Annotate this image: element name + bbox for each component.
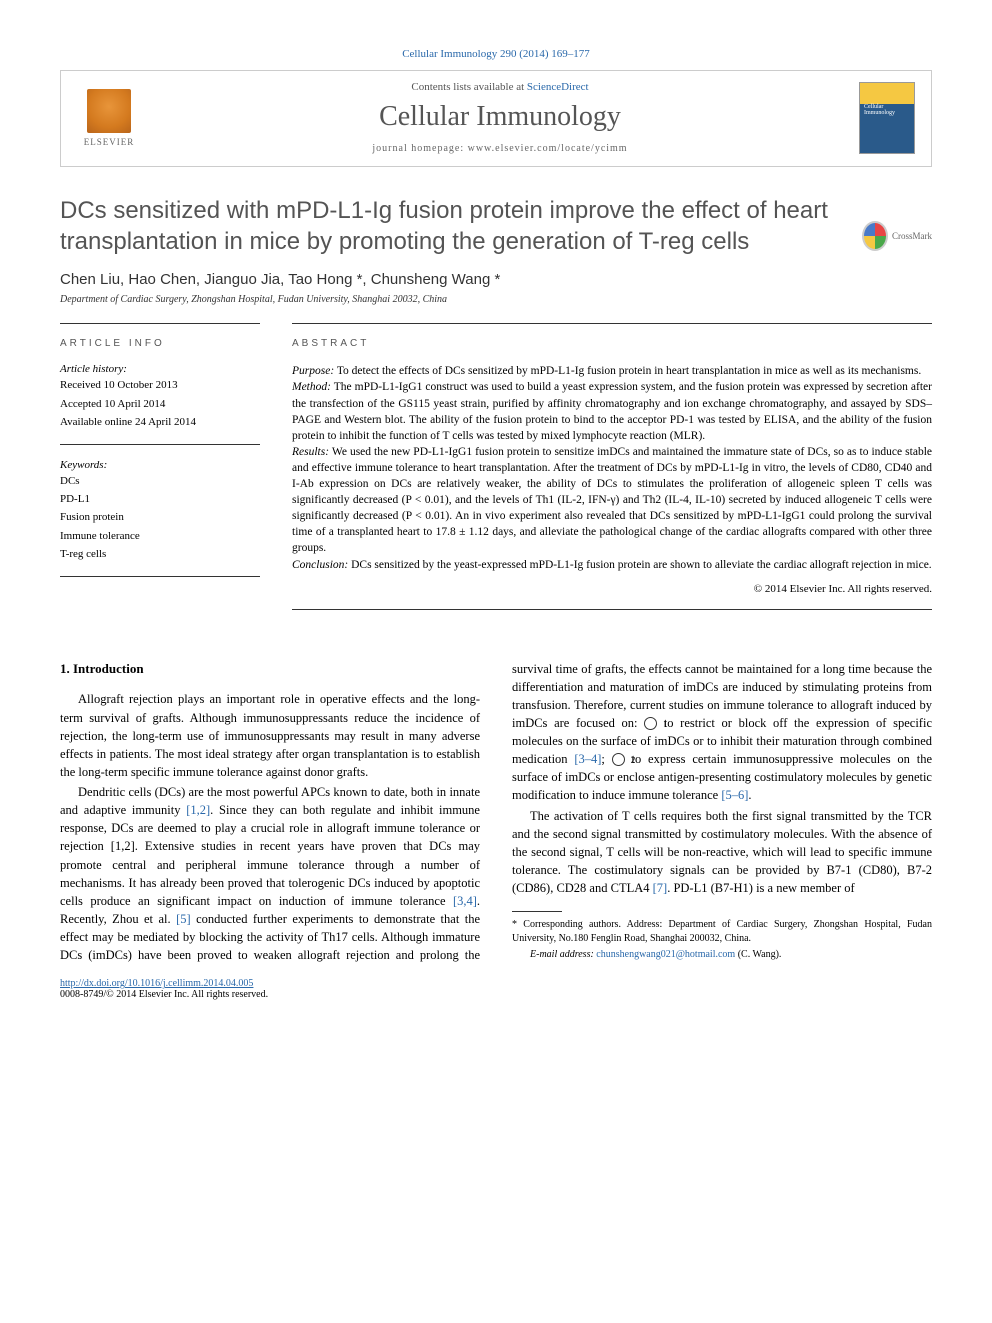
circled-number-icon: 1 (644, 717, 657, 730)
method-text: The mPD-L1-IgG1 construct was used to bu… (292, 381, 932, 441)
circled-number-icon: 2 (612, 753, 625, 766)
corresponding-author-footnote: * Corresponding authors. Address: Depart… (512, 918, 932, 946)
keywords-label: Keywords: (60, 459, 260, 471)
authors-list: Chen Liu, Hao Chen, Jianguo Jia, Tao Hon… (60, 271, 932, 288)
abstract-column: ABSTRACT Purpose: To detect the effects … (292, 323, 932, 609)
keyword: DCs (60, 474, 260, 489)
received-date: Received 10 October 2013 (60, 378, 260, 393)
page-footer: http://dx.doi.org/10.1016/j.cellimm.2014… (60, 978, 932, 1000)
abstract-heading: ABSTRACT (292, 338, 932, 349)
keyword: T-reg cells (60, 547, 260, 562)
article-info-column: ARTICLE INFO Article history: Received 1… (60, 323, 260, 609)
email-link[interactable]: chunshengwang021@hotmail.com (596, 949, 735, 960)
keyword: PD-L1 (60, 492, 260, 507)
method-label: Method: (292, 381, 331, 393)
keyword: Fusion protein (60, 510, 260, 525)
journal-homepage: journal homepage: www.elsevier.com/locat… (157, 143, 843, 154)
article-title: DCs sensitized with mPD-L1-Ig fusion pro… (60, 195, 932, 257)
article-info-heading: ARTICLE INFO (60, 338, 260, 349)
reference-link[interactable]: [3–4] (574, 752, 601, 766)
issn-copyright: 0008-8749/© 2014 Elsevier Inc. All right… (60, 989, 932, 1000)
conclusion-text: DCs sensitized by the yeast-expressed mP… (348, 559, 931, 571)
sciencedirect-link[interactable]: ScienceDirect (527, 81, 589, 93)
abstract-copyright: © 2014 Elsevier Inc. All rights reserved… (292, 583, 932, 595)
doi-link[interactable]: http://dx.doi.org/10.1016/j.cellimm.2014… (60, 978, 253, 989)
keyword: Immune tolerance (60, 529, 260, 544)
journal-cover-thumbnail (859, 82, 915, 154)
elsevier-logo: ELSEVIER (77, 82, 141, 154)
reference-link[interactable]: [5–6] (721, 788, 748, 802)
footnote-separator (512, 911, 562, 912)
email-footnote: E-mail address: chunshengwang021@hotmail… (512, 948, 932, 962)
results-label: Results: (292, 446, 329, 458)
results-text: We used the new PD-L1-IgG1 fusion protei… (292, 446, 932, 555)
citation-line: Cellular Immunology 290 (2014) 169–177 (60, 48, 932, 60)
body-paragraph: The activation of T cells requires both … (512, 807, 932, 898)
journal-header: ELSEVIER Contents lists available at Sci… (60, 70, 932, 167)
available-date: Available online 24 April 2014 (60, 415, 260, 430)
reference-link[interactable]: [1,2] (186, 803, 210, 817)
conclusion-label: Conclusion: (292, 559, 348, 571)
reference-link[interactable]: [3,4] (453, 894, 477, 908)
purpose-label: Purpose: (292, 365, 334, 377)
journal-name: Cellular Immunology (157, 101, 843, 133)
accepted-date: Accepted 10 April 2014 (60, 397, 260, 412)
section-heading: 1. Introduction (60, 660, 480, 679)
body-paragraph: Allograft rejection plays an important r… (60, 690, 480, 781)
reference-link[interactable]: [7] (653, 881, 668, 895)
crossmark-icon (862, 221, 888, 251)
history-label: Article history: (60, 363, 260, 375)
affiliation: Department of Cardiac Surgery, Zhongshan… (60, 294, 932, 305)
reference-link[interactable]: [5] (176, 912, 191, 926)
article-body: 1. Introduction Allograft rejection play… (60, 660, 932, 965)
crossmark-badge[interactable]: CrossMark (862, 218, 932, 254)
purpose-text: To detect the effects of DCs sensitized … (334, 365, 921, 377)
contents-available: Contents lists available at ScienceDirec… (157, 81, 843, 93)
